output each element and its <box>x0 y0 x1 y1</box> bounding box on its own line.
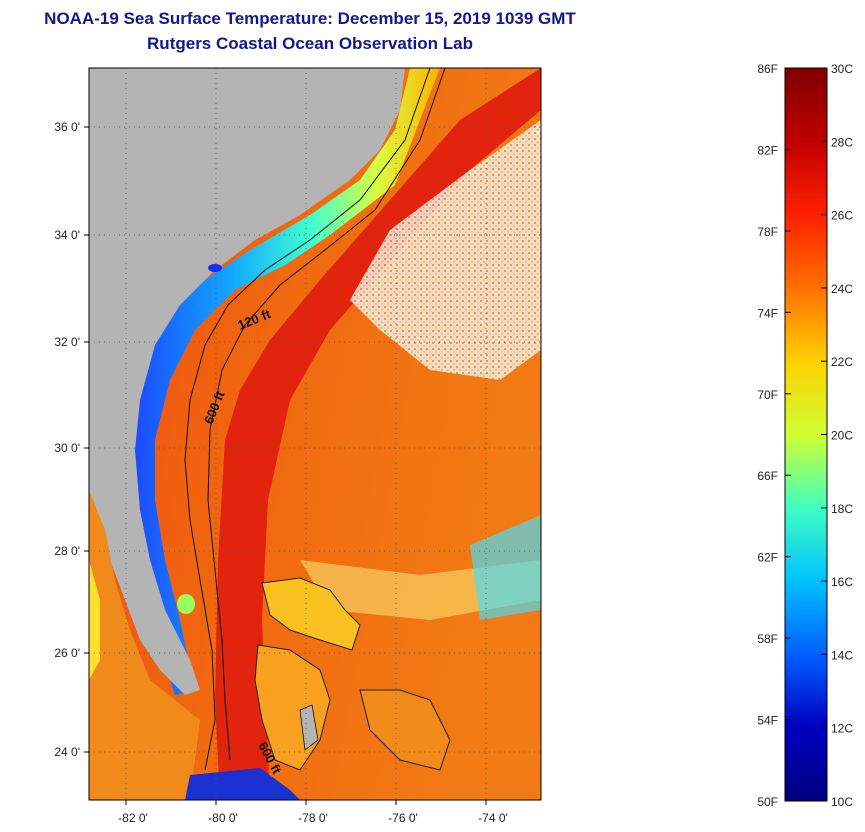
lon-tick-label: -76 0' <box>388 811 418 825</box>
celsius-scale: 30C 28C 26C 24C 22C 20C 18C 16C 14C 12C 10C <box>821 62 853 809</box>
celsius-tick-label: 24C <box>831 282 853 296</box>
cloud-cover <box>350 120 541 380</box>
isobath-600ft <box>207 68 446 761</box>
map-title: NOAA-19 Sea Surface Temperature: Decembe… <box>44 9 576 28</box>
fahrenheit-tick-label: 78F <box>757 225 778 239</box>
land-mass <box>89 68 405 695</box>
celsius-tick-label: 10C <box>831 795 853 809</box>
lat-tick-label: 34 0' <box>54 228 80 242</box>
fahrenheit-tick-label: 70F <box>757 388 778 402</box>
fahrenheit-tick-label: 62F <box>757 551 778 565</box>
colorbar-strip <box>784 67 828 802</box>
latitude-axis: 36 0' 34 0' 32 0' 30 0' 28 0' 26 0' 24 0… <box>54 120 89 759</box>
celsius-tick-label: 14C <box>831 648 853 662</box>
celsius-tick-label: 30C <box>831 62 853 76</box>
lon-tick-label: -80 0' <box>208 811 238 825</box>
lat-tick-label: 32 0' <box>54 335 80 349</box>
celsius-tick-label: 26C <box>831 209 853 223</box>
isobath-120ft <box>184 68 431 771</box>
andros-island <box>299 704 319 751</box>
map-panel: 120 ft 600 ft 600 ft <box>88 67 542 801</box>
lat-tick-label: 30 0' <box>54 441 80 455</box>
fahrenheit-tick-label: 54F <box>757 714 778 728</box>
fahrenheit-tick-label: 74F <box>757 306 778 320</box>
little-bahama-bank <box>261 577 361 651</box>
eastern-bahamas <box>359 689 451 771</box>
cool-patch <box>470 515 541 620</box>
fahrenheit-tick-label: 82F <box>757 143 778 157</box>
celsius-tick-label: 16C <box>831 575 853 589</box>
celsius-tick-label: 28C <box>831 135 853 149</box>
lon-tick-label: -74 0' <box>478 811 508 825</box>
fahrenheit-tick-label: 86F <box>757 62 778 76</box>
lat-tick-label: 28 0' <box>54 544 80 558</box>
fahrenheit-tick-label: 66F <box>757 469 778 483</box>
celsius-tick-label: 12C <box>831 722 853 736</box>
lat-tick-label: 26 0' <box>54 646 80 660</box>
gulf-shelf-warm <box>89 560 100 680</box>
map-subtitle: Rutgers Coastal Ocean Observation Lab <box>147 34 473 53</box>
celsius-tick-label: 22C <box>831 355 853 369</box>
inland-lake <box>208 264 222 272</box>
lat-tick-label: 36 0' <box>54 120 80 134</box>
lon-tick-label: -78 0' <box>298 811 328 825</box>
fahrenheit-tick-label: 50F <box>757 795 778 809</box>
lake-okeechobee <box>177 594 195 614</box>
fahrenheit-scale: 86F 82F 78F 74F 70F 66F 62F 58F 54F 50F <box>757 62 791 809</box>
map-frame <box>88 67 542 801</box>
cold-caribbean-patch <box>185 768 300 800</box>
gulf-stream <box>215 68 541 800</box>
temperature-colorbar: 86F 82F 78F 74F 70F 66F 62F 58F 54F 50F 30C 28C 26C… <box>757 62 853 809</box>
celsius-tick-label: 20C <box>831 429 853 443</box>
lat-tick-label: 24 0' <box>54 745 80 759</box>
lon-tick-label: -82 0' <box>118 811 148 825</box>
gulf-of-mexico-water <box>89 490 200 800</box>
fahrenheit-tick-label: 58F <box>757 632 778 646</box>
longitude-axis: -82 0' -80 0' -78 0' -76 0' -74 0' <box>118 800 508 825</box>
graticule <box>89 68 541 800</box>
celsius-tick-label: 18C <box>831 502 853 516</box>
